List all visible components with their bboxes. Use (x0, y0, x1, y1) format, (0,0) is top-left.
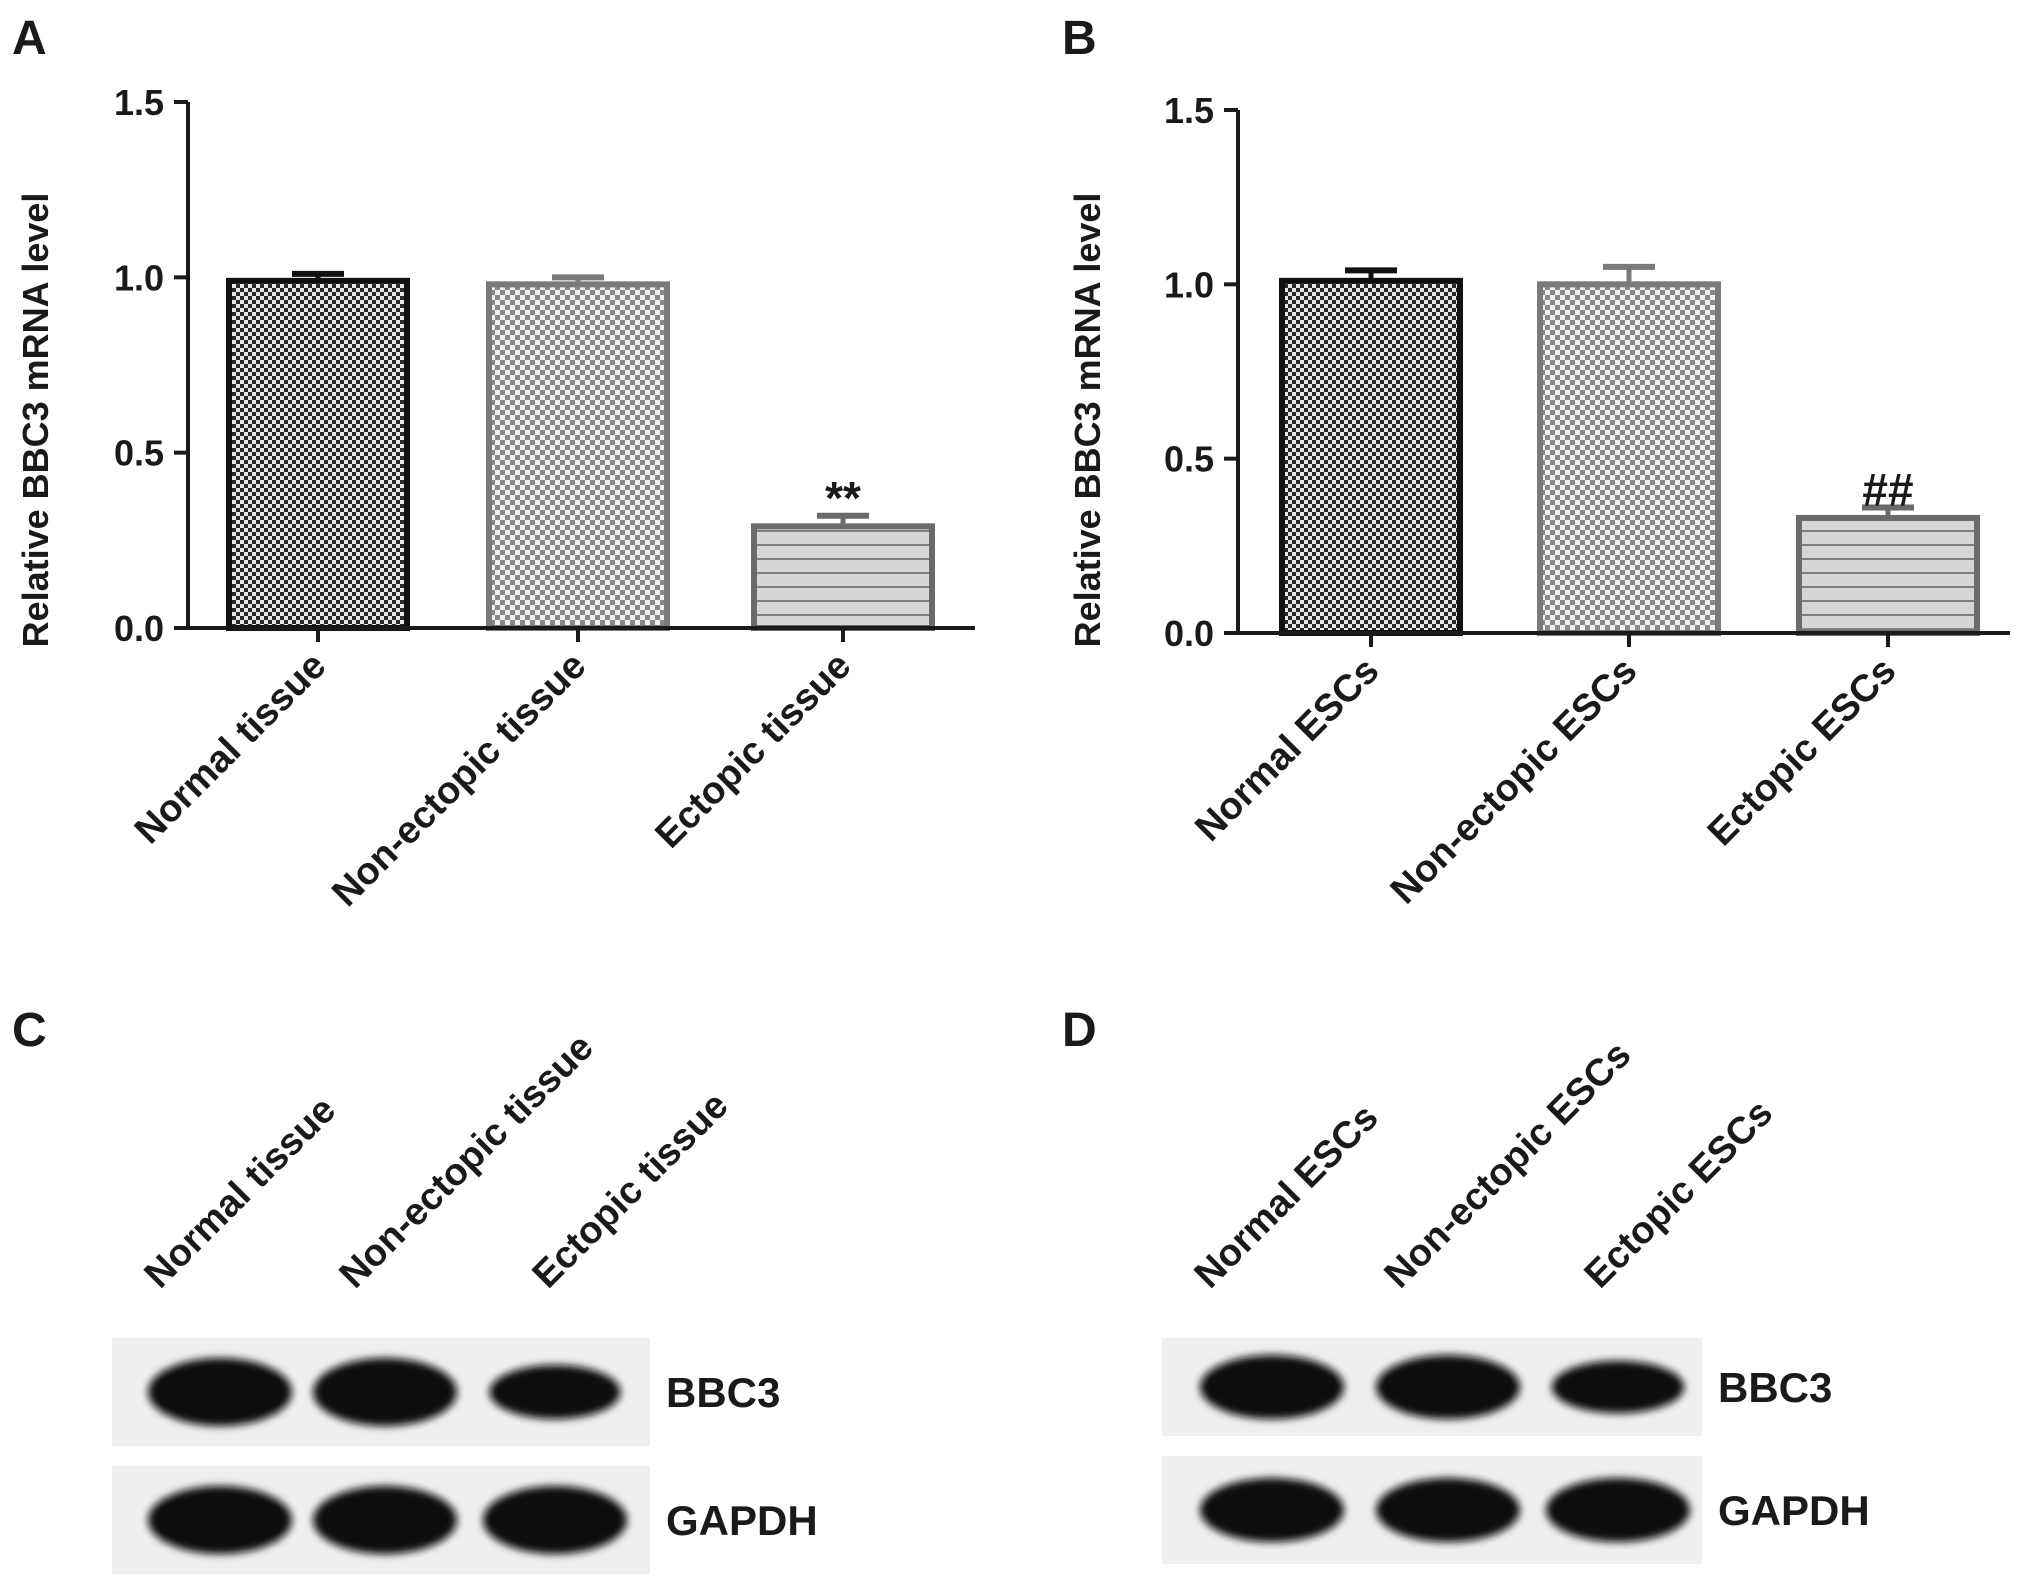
blot-lane-label-c: Ectopic tissue (525, 1084, 737, 1296)
panel-letter-c: C (12, 1004, 47, 1057)
bar-b (1537, 281, 1721, 636)
category-label-a: Non-ectopic tissue (324, 645, 594, 915)
category-label-b: Ectopic ESCs (1700, 650, 1904, 854)
blot-lane-label-d: Ectopic ESCs (1577, 1092, 1781, 1296)
y-tick-label-a: 1.0 (114, 257, 164, 298)
blot-lane-label-d: Normal ESCs (1187, 1096, 1387, 1296)
bars-a: ** (226, 270, 935, 642)
blot-band-c (148, 1358, 292, 1426)
bars-b: ## (1279, 263, 1980, 647)
blot-band-c (148, 1486, 292, 1554)
y-tick-label-b: 1.5 (1164, 90, 1214, 131)
blot-lane-label-c: Normal tissue (137, 1089, 344, 1296)
chart-b: Relative BBC3 mRNA level 0.0 0.5 1.0 1.5 ##… (1067, 90, 2010, 912)
blot-band-c (483, 1486, 627, 1554)
y-tick-label-b: 0.5 (1164, 439, 1214, 480)
y-axis-title-b: Relative BBC3 mRNA level (1067, 193, 1108, 648)
panel-letter-b: B (1062, 12, 1097, 65)
y-tick-label-a: 1.5 (114, 82, 164, 123)
bar-b (1796, 514, 1980, 636)
band-label-d: GAPDH (1718, 1487, 1870, 1534)
bar-a (226, 277, 410, 631)
y-tick-label-a: 0.0 (114, 608, 164, 649)
bar-a (486, 281, 670, 631)
category-label-b: Normal ESCs (1187, 650, 1387, 850)
y-tick-label-a: 0.5 (114, 433, 164, 474)
blot-band-c (313, 1486, 457, 1554)
panel-letter-d: D (1062, 1004, 1097, 1057)
blot-band-d (1376, 1478, 1520, 1542)
y-tick-label-b: 1.0 (1164, 264, 1214, 305)
blot-band-c (489, 1364, 621, 1420)
bar-a (751, 523, 935, 631)
blot-band-d (1551, 1360, 1685, 1414)
blot-band-d (1376, 1355, 1520, 1419)
blot-band-d (1200, 1355, 1344, 1419)
category-label-a: Ectopic tissue (647, 645, 859, 857)
y-axis-title-a: Relative BBC3 mRNA level (15, 193, 56, 648)
band-label-c: GAPDH (666, 1497, 818, 1544)
bar-b (1279, 277, 1463, 636)
y-tick-label-b: 0.0 (1164, 613, 1214, 654)
band-label-d: BBC3 (1718, 1364, 1832, 1411)
blot-band-d (1200, 1478, 1344, 1542)
blot-band-c (313, 1358, 457, 1426)
band-label-c: BBC3 (666, 1369, 780, 1416)
panel-letter-a: A (12, 12, 47, 65)
blot-band-d (1546, 1478, 1690, 1542)
significance-mark-b: ## (1862, 463, 1913, 515)
category-label-b: Non-ectopic ESCs (1383, 650, 1646, 913)
significance-mark-a: ** (825, 472, 861, 524)
y-ticks-a: 0.0 0.5 1.0 1.5 (114, 82, 188, 649)
y-ticks-b: 0.0 0.5 1.0 1.5 (1164, 90, 1238, 654)
category-label-a: Normal tissue (127, 645, 334, 852)
chart-a: Relative BBC3 mRNA level 0.0 0.5 1.0 1.5 **… (15, 82, 975, 915)
